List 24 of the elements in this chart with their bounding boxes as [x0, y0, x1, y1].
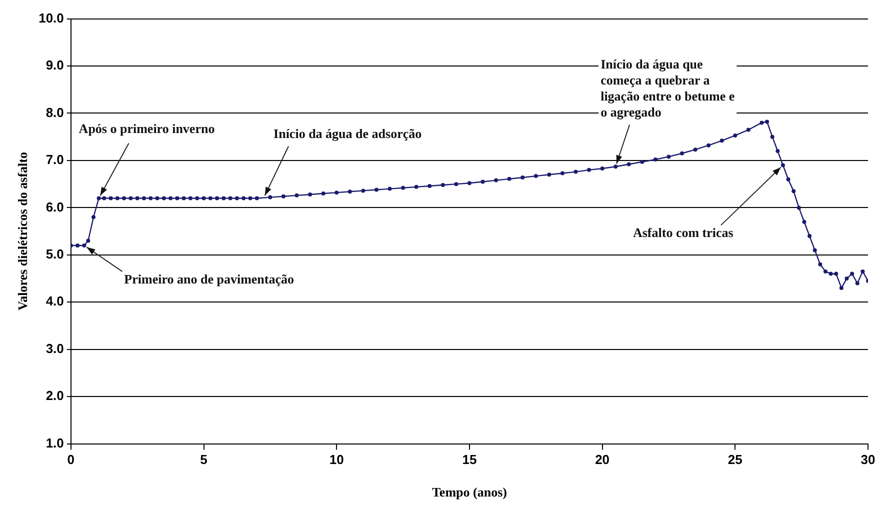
annotation: Primeiro ano de pavimentação — [124, 271, 294, 286]
y-tick-label: 1.0 — [46, 435, 64, 450]
y-tick-label: 4.0 — [46, 294, 64, 309]
annotation: Início da água de adsorção — [274, 126, 422, 142]
annotation: Início da água que começa a quebrar a ligação entre o betume e o agregado — [600, 56, 735, 120]
y-tick-label: 6.0 — [46, 199, 64, 214]
y-tick-label: 3.0 — [46, 340, 64, 356]
x-tick-label: 10 — [329, 452, 344, 468]
x-tick-label: 5 — [200, 452, 208, 468]
x-tick-label: 25 — [728, 452, 742, 468]
annotation: Asfalto com tricas — [632, 225, 734, 240]
y-tick-label: 9.0 — [46, 58, 64, 73]
x-tick-label: 15 — [462, 452, 477, 468]
annotation: Após o primeiro inverno — [78, 121, 215, 136]
x-tick-label: 30 — [860, 452, 876, 468]
y-tick-label: 5.0 — [46, 246, 64, 262]
y-tick-label: 10.0 — [38, 10, 64, 26]
y-tick-label: 2.0 — [46, 388, 64, 404]
y-axis-title: Valores dielétricos do asfalto — [15, 152, 30, 311]
y-tick-label: 7.0 — [46, 152, 64, 168]
x-axis-title: Tempo (anos) — [432, 484, 507, 500]
y-tick-label: 8.0 — [46, 104, 64, 120]
x-tick-label: 20 — [595, 452, 610, 468]
x-tick-label: 0 — [67, 452, 75, 468]
